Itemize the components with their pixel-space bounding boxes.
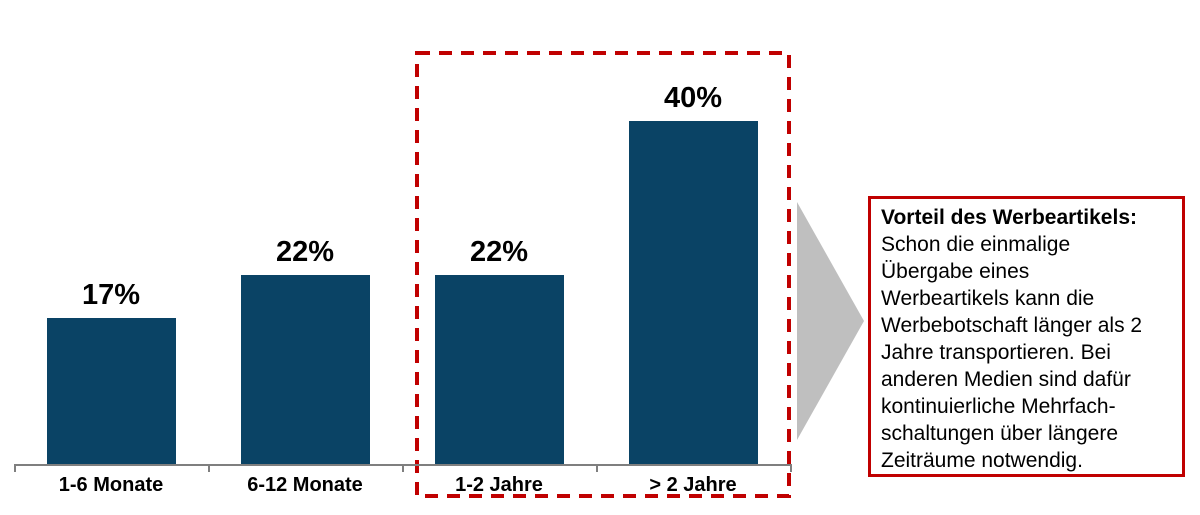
bar-category-label: 1-2 Jahre <box>455 474 543 496</box>
annotation-body: Schon die einmalige Übergabe eines Werbe… <box>881 233 1143 472</box>
x-axis-tick <box>14 464 16 472</box>
bar-category-label: > 2 Jahre <box>649 474 737 496</box>
bar-value-label: 17% <box>81 279 141 311</box>
arrow-right-icon <box>797 202 864 440</box>
bar-value-label: 22% <box>275 236 335 268</box>
annotation-box: Vorteil des Werbeartikels: Schon die ein… <box>868 196 1185 477</box>
bar-> 2 Jahre <box>629 121 758 464</box>
annotation-heading: Vorteil des Werbeartikels: <box>881 206 1137 229</box>
bar-1-6 Monate <box>47 318 176 464</box>
bar-category-label: 1-6 Monate <box>58 474 164 496</box>
x-axis-tick <box>402 464 404 472</box>
x-axis-tick <box>208 464 210 472</box>
bar-6-12 Monate <box>241 275 370 464</box>
x-axis-tick <box>790 464 792 472</box>
bar-value-label: 22% <box>469 236 529 268</box>
bar-value-label: 40% <box>663 82 723 114</box>
x-axis-tick <box>596 464 598 472</box>
bar-1-2 Jahre <box>435 275 564 464</box>
bar-category-label: 6-12 Monate <box>247 474 363 496</box>
